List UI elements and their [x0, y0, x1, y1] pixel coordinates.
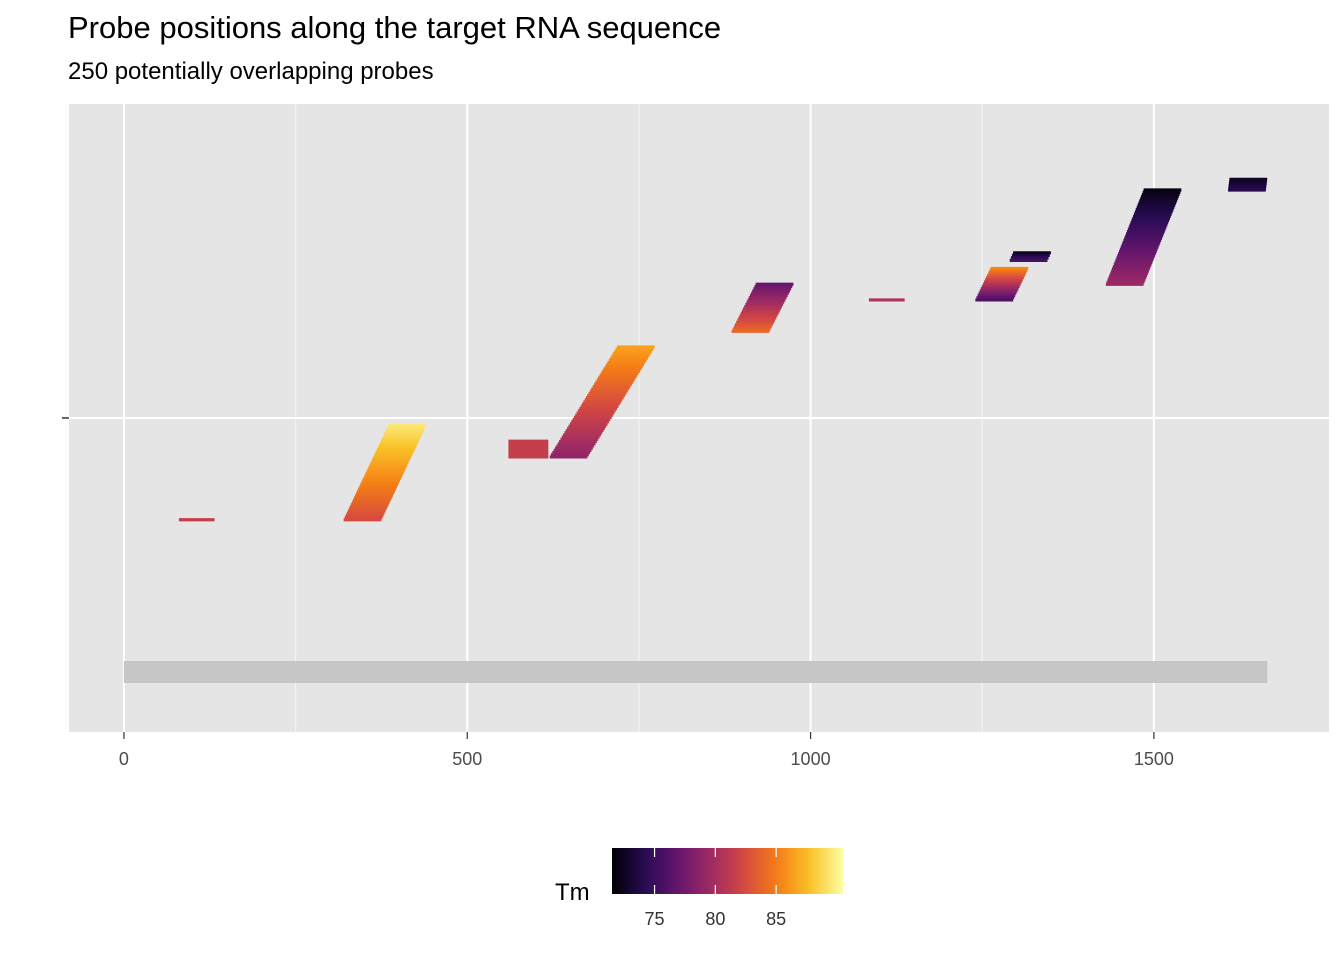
legend: Tm 75 80 85	[555, 848, 843, 929]
legend-tick-label: 80	[705, 909, 725, 929]
x-tick-label: 1500	[1134, 749, 1174, 769]
x-axis: 0 500 1000 1500	[119, 732, 1174, 769]
target-sequence-bar	[123, 661, 1268, 683]
major-gridlines	[69, 104, 1329, 732]
legend-title: Tm	[555, 879, 590, 906]
legend-tick-label: 75	[645, 909, 665, 929]
chart-title: Probe positions along the target RNA seq…	[68, 10, 722, 45]
legend-ticks: 75 80 85	[645, 848, 786, 929]
x-tick-label: 0	[119, 749, 129, 769]
chart-subtitle: 250 potentially overlapping probes	[68, 58, 434, 85]
legend-colorbar	[612, 848, 843, 894]
x-tick-label: 500	[452, 749, 482, 769]
probe-segments	[178, 177, 1268, 522]
legend-tick-label: 85	[766, 909, 786, 929]
x-tick-label: 1000	[791, 749, 831, 769]
